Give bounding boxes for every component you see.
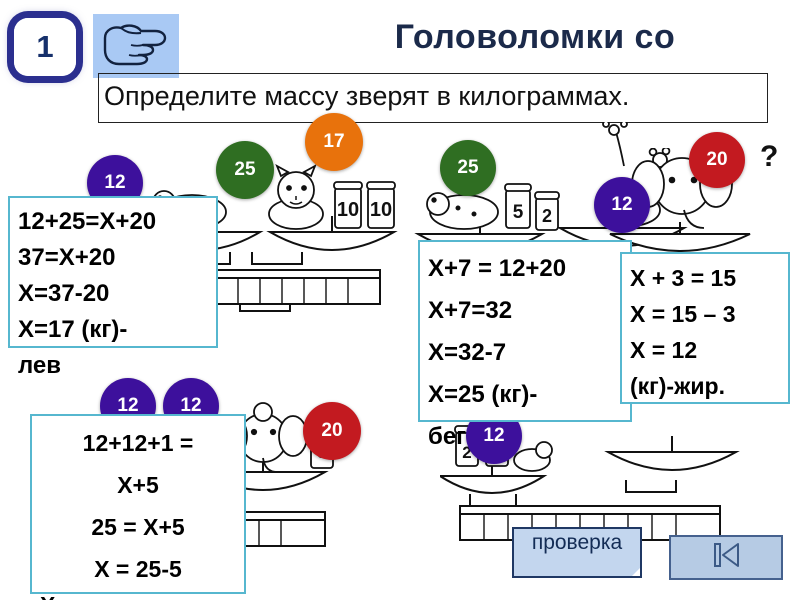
- circle-value: 12: [180, 395, 202, 416]
- circle-value: 12: [483, 425, 505, 446]
- weight-5-a-label: 5: [513, 202, 524, 223]
- solution-line: Х = 25-5: [94, 556, 182, 582]
- solution-line: Х=17 (кг)-: [18, 316, 128, 343]
- slide-number-label: 1: [36, 29, 54, 64]
- circle-25-hippo-2[interactable]: 25: [440, 140, 496, 196]
- circle-12-elephant[interactable]: 12: [594, 177, 650, 233]
- circle-value: 12: [611, 194, 633, 215]
- circle-value: 17: [323, 131, 345, 152]
- weight-10-b-label: 10: [370, 199, 392, 221]
- solution-answer-word: лев: [18, 352, 62, 379]
- weight-2-a-label: 2: [542, 206, 552, 226]
- circle-20-giraffe[interactable]: 20: [689, 132, 745, 188]
- circle-value: 20: [321, 420, 343, 441]
- solution-line: Х+7=32: [428, 297, 513, 324]
- circle-25-hippo[interactable]: 25: [216, 141, 274, 199]
- weight-2-b-label: 2: [462, 443, 471, 462]
- solution-line: Х=25 (кг)-: [428, 381, 538, 408]
- weight-10-a-label: 10: [337, 199, 359, 221]
- solution-line: 25 = Х+5: [91, 514, 185, 540]
- prompt-text: Определите массу зверят в килограммах.: [104, 81, 630, 111]
- solution-line: Х = 15 – 3: [630, 301, 736, 327]
- circle-value: 12: [117, 395, 139, 416]
- solution-line: Х = 12: [630, 337, 698, 363]
- solution-line: (кг)-жир.: [630, 373, 725, 399]
- solution-line: 12+12+1 =: [82, 430, 194, 456]
- solution-line: Х=32-7: [428, 339, 507, 366]
- solution-line: Х + 3 = 15: [630, 265, 737, 291]
- circle-value: 25: [234, 159, 256, 180]
- solution-line: Х+5: [117, 472, 159, 498]
- solution-line: Х=37-20: [18, 280, 110, 307]
- solution-box-lion: 12+25=Х+20 37=Х+20 Х=37-20 Х=17 (кг)- ле…: [8, 196, 218, 379]
- dog-ear-corner: [630, 566, 640, 576]
- previous-slide-icon: [706, 540, 746, 575]
- solution-box-giraffe: Х + 3 = 15 Х = 15 – 3 Х = 12 (кг)-жир.: [620, 252, 790, 404]
- solution-box-hippo: Х+7 = 12+20 Х+7=32 Х=32-7 Х=25 (кг)- бег: [418, 240, 632, 450]
- circle-value: 12: [104, 172, 126, 193]
- prompt-box: [98, 73, 768, 123]
- check-button-label: проверка: [531, 531, 623, 554]
- pointing-hand-icon: [93, 14, 179, 78]
- solution-answer-word: бег: [428, 423, 467, 450]
- page-title: Головоломки со: [394, 18, 676, 56]
- circle-20-bottom[interactable]: 20: [303, 402, 361, 460]
- previous-slide-button[interactable]: [669, 535, 783, 580]
- check-button[interactable]: проверка: [512, 527, 642, 578]
- solution-line: 37=Х+20: [18, 244, 116, 271]
- circle-17-leopard[interactable]: 17: [305, 113, 363, 171]
- solution-line: Х+7 = 12+20: [428, 255, 567, 282]
- solution-box-elephant: 12+12+1 = Х+5 25 = Х+5 Х = 25-5 Х: [30, 414, 246, 600]
- solution-line: 12+25=Х+20: [18, 208, 157, 235]
- question-mark: ?: [760, 140, 779, 173]
- solution-answer-word: Х: [40, 584, 55, 600]
- circle-value: 25: [457, 157, 479, 178]
- slide-number-badge: 1: [14, 18, 76, 76]
- circle-value: 20: [706, 149, 728, 170]
